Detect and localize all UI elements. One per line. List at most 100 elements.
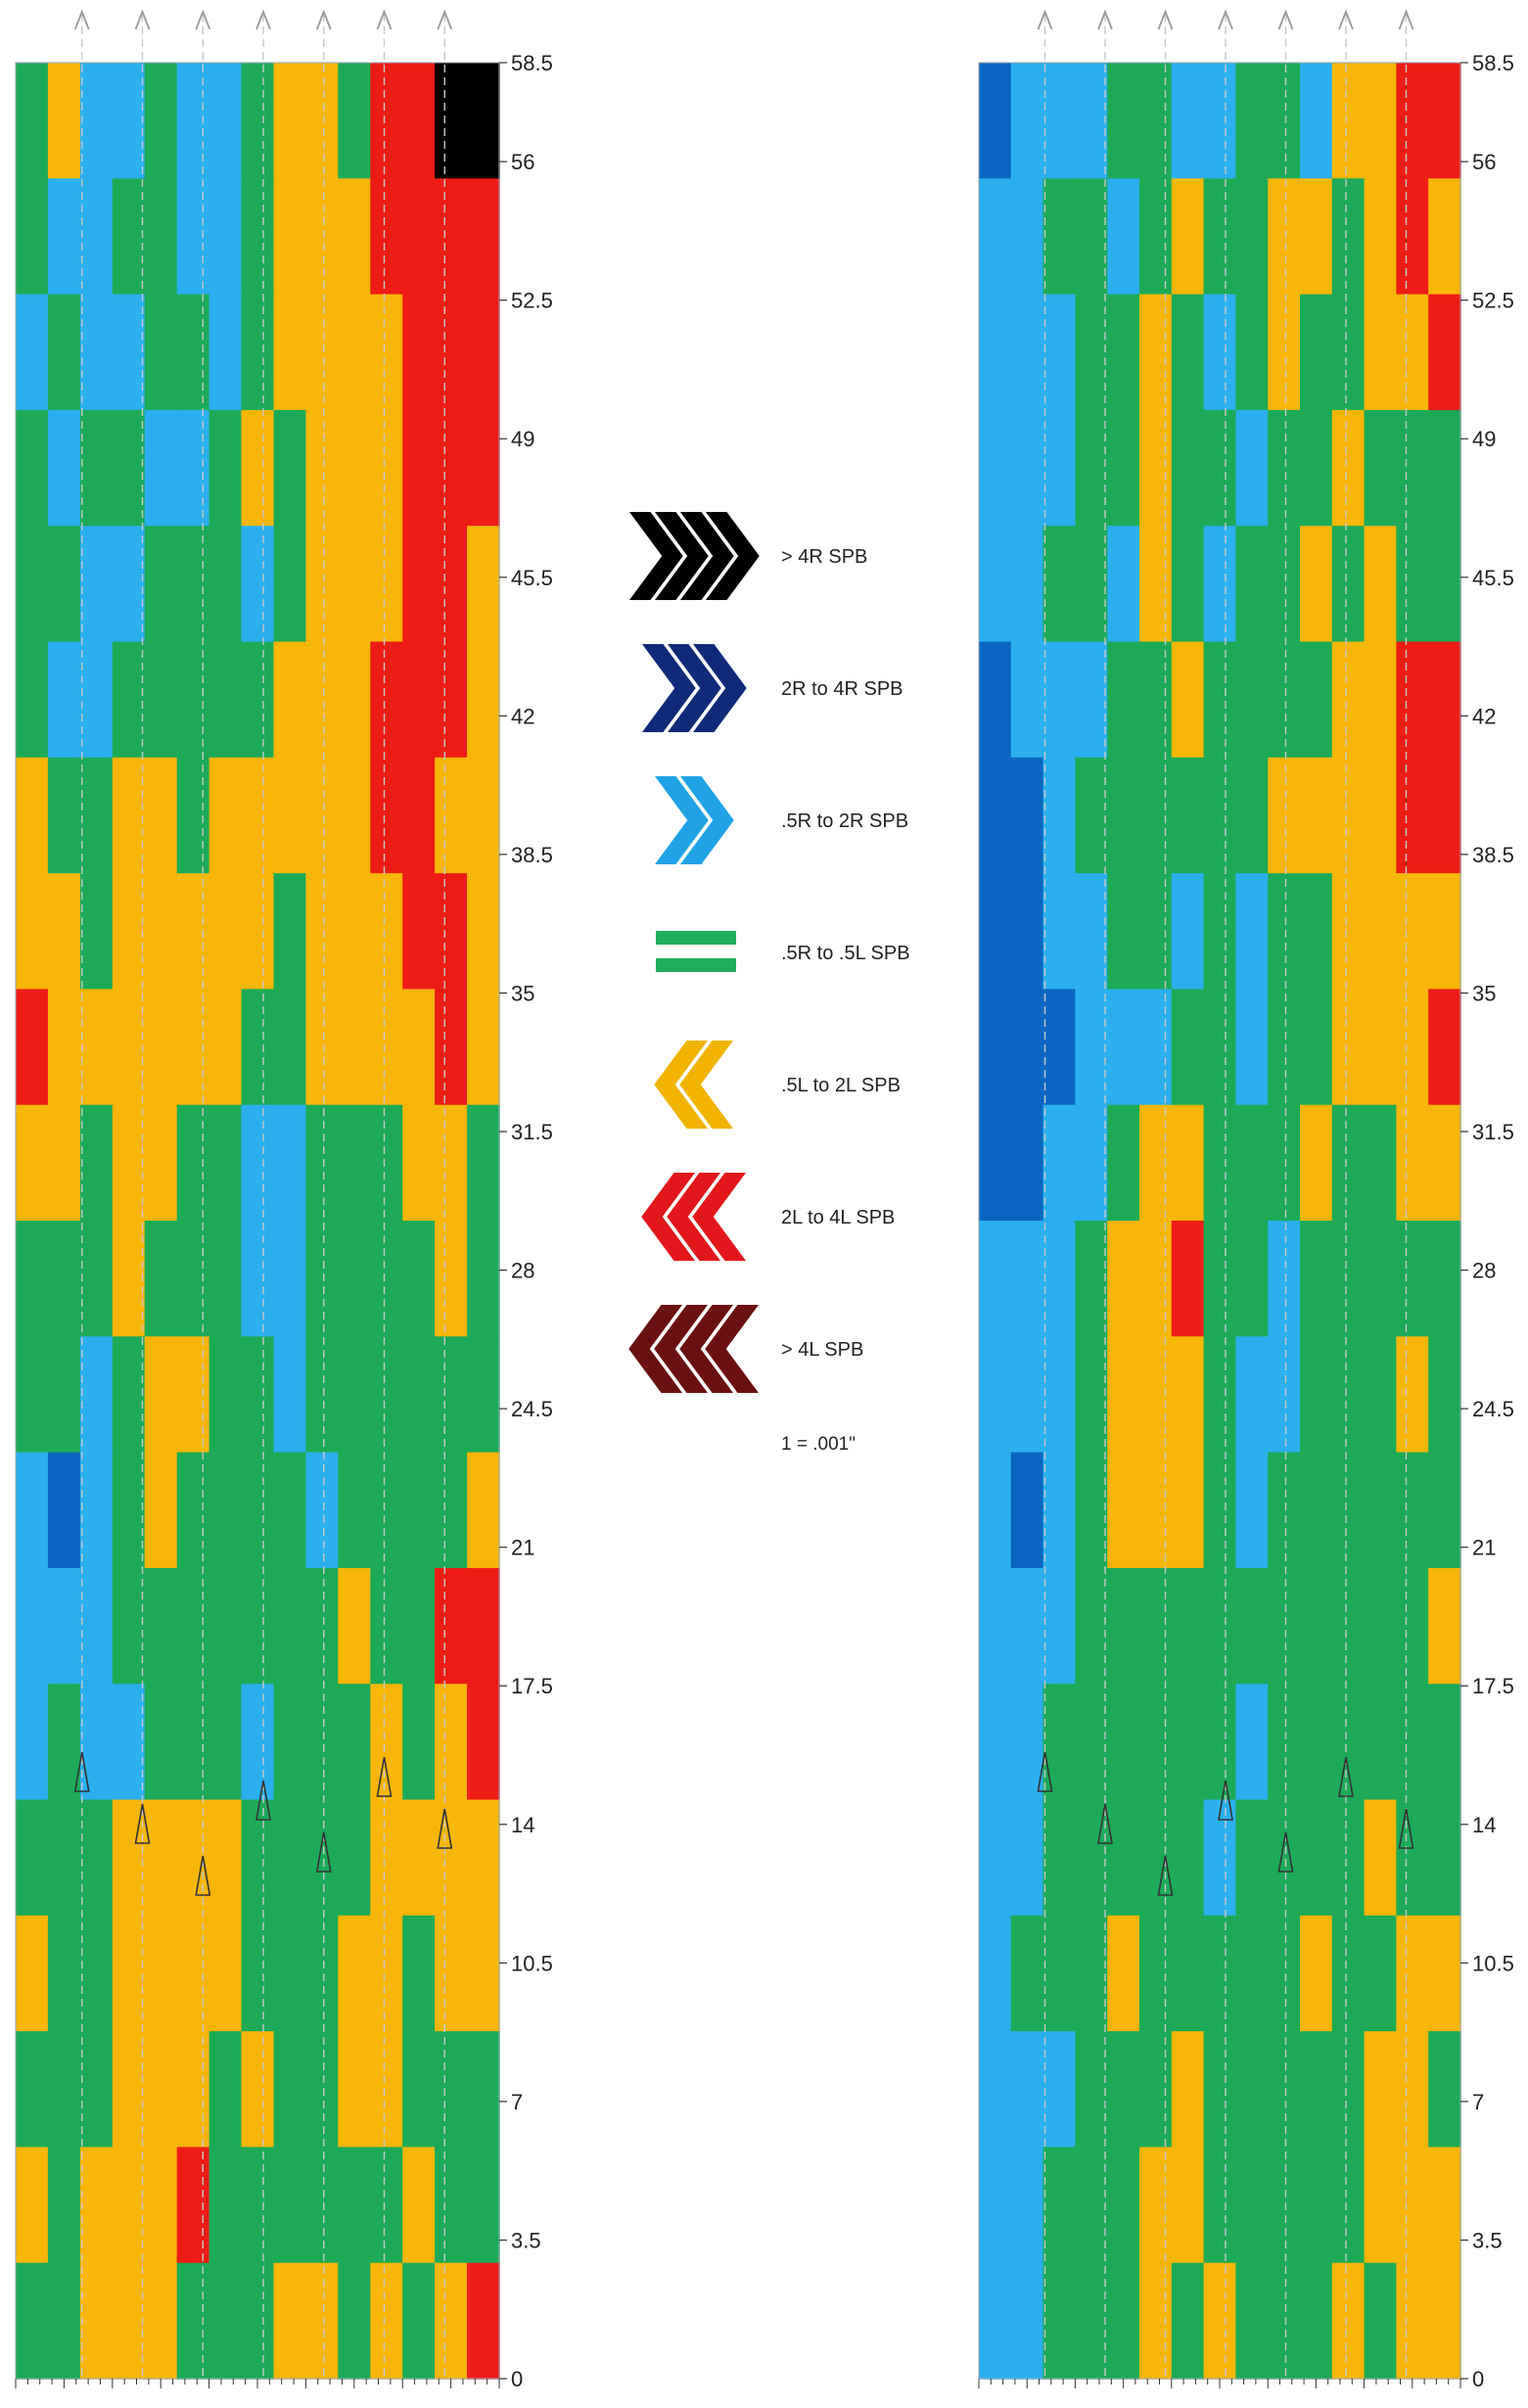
heatmap-cell bbox=[1042, 526, 1077, 643]
heatmap-cell bbox=[1268, 1104, 1301, 1222]
heatmap-cell bbox=[241, 526, 275, 643]
heatmap-cell bbox=[16, 2262, 49, 2380]
heatmap-cell bbox=[1107, 1221, 1140, 1338]
heatmap-cell bbox=[176, 2262, 210, 2380]
heatmap-cell bbox=[1396, 1221, 1429, 1338]
heatmap-cell bbox=[1107, 1684, 1140, 1801]
heatmap-cell bbox=[47, 1915, 81, 2032]
heatmap-cell bbox=[1300, 1915, 1333, 2032]
heatmap-cell bbox=[112, 989, 146, 1106]
heatmap-cell bbox=[1268, 178, 1301, 296]
heatmap-cell bbox=[1300, 409, 1333, 527]
heatmap-cell bbox=[1107, 757, 1140, 874]
heatmap-cell bbox=[1331, 1452, 1366, 1569]
heatmap-cell bbox=[1428, 1452, 1461, 1569]
heatmap-cell bbox=[979, 757, 1012, 874]
heatmap-cell bbox=[79, 1452, 114, 1569]
heatmap-cell bbox=[1042, 2262, 1077, 2380]
heatmap-cell bbox=[402, 294, 436, 411]
heatmap-cell bbox=[273, 2262, 307, 2380]
heatmap-cell bbox=[1300, 641, 1333, 759]
heatmap-cell bbox=[305, 1684, 340, 1801]
heatmap-cell bbox=[79, 873, 114, 991]
heatmap-cell bbox=[435, 63, 468, 180]
heatmap-cell bbox=[402, 2031, 436, 2149]
heatmap-cell bbox=[47, 63, 81, 180]
heatmap-cell bbox=[1235, 2147, 1269, 2264]
heatmap-cell bbox=[16, 1567, 49, 1685]
heatmap-cell bbox=[1171, 1104, 1205, 1222]
heatmap-cell bbox=[144, 294, 178, 411]
y-tick-label: 38.5 bbox=[511, 843, 553, 867]
heatmap-cell bbox=[1075, 873, 1108, 991]
heatmap-cell bbox=[402, 2262, 436, 2380]
heatmap-cell bbox=[402, 526, 436, 643]
heatmap-cell bbox=[144, 2031, 178, 2149]
y-tick-label: 49 bbox=[511, 427, 534, 451]
heatmap-cell bbox=[1042, 989, 1077, 1106]
heatmap-cell bbox=[1364, 873, 1398, 991]
heatmap-cell bbox=[1203, 2147, 1237, 2264]
heatmap-cell bbox=[305, 1104, 340, 1222]
heatmap-cell bbox=[338, 1336, 371, 1454]
y-tick-label: 45.5 bbox=[1472, 566, 1514, 590]
heatmap-cell bbox=[338, 1799, 371, 1917]
heatmap-cell bbox=[979, 178, 1012, 296]
heatmap-cell bbox=[176, 294, 210, 411]
heatmap-cell bbox=[208, 1799, 243, 1917]
heatmap-cell bbox=[1010, 63, 1044, 180]
heatmap-cell bbox=[1042, 1221, 1077, 1338]
heatmap-cell bbox=[1203, 1567, 1237, 1685]
heatmap-cell bbox=[338, 294, 371, 411]
heatmap-cell bbox=[1331, 409, 1366, 527]
heatmap-cell bbox=[273, 1567, 307, 1685]
heatmap-cell bbox=[144, 2262, 178, 2380]
arrow-up-icon bbox=[1097, 9, 1113, 30]
heatmap-cell bbox=[1171, 63, 1205, 180]
heatmap-cell bbox=[1428, 1567, 1461, 1685]
heatmap-cell bbox=[79, 178, 114, 296]
sensor-marker-icon bbox=[1157, 1855, 1174, 1896]
heatmap-cell bbox=[1010, 1915, 1044, 2032]
arrow-up-icon bbox=[134, 9, 151, 30]
heatmap-cell bbox=[1364, 1567, 1398, 1685]
heatmap-cell bbox=[1364, 989, 1398, 1106]
heatmap-cell bbox=[1396, 757, 1429, 874]
heatmap-cell bbox=[144, 641, 178, 759]
legend-item: > 4L SPB bbox=[625, 1303, 863, 1395]
heatmap-cell bbox=[1268, 1915, 1301, 2032]
heatmap-cell bbox=[338, 757, 371, 874]
heatmap-cell bbox=[16, 1452, 49, 1569]
heatmap-cell bbox=[1331, 526, 1366, 643]
heatmap-cell bbox=[305, 294, 340, 411]
heatmap-cell bbox=[1042, 1915, 1077, 2032]
heatmap-cell bbox=[435, 2031, 468, 2149]
heatmap-cell bbox=[1107, 409, 1140, 527]
heatmap-cell bbox=[273, 1684, 307, 1801]
heatmap-cell bbox=[1428, 1104, 1461, 1222]
heatmap-cell bbox=[1396, 1336, 1429, 1454]
heatmap-cell bbox=[1331, 989, 1366, 1106]
heatmap-cell bbox=[1268, 1799, 1301, 1917]
heatmap-cell bbox=[241, 989, 275, 1106]
heatmap-cell bbox=[370, 409, 403, 527]
heatmap-cell bbox=[1139, 1221, 1173, 1338]
heatmap-cell bbox=[435, 757, 468, 874]
heatmap-cell bbox=[1075, 2147, 1108, 2264]
heatmap-cell bbox=[1300, 1799, 1333, 1917]
heatmap-cell bbox=[1300, 526, 1333, 643]
heatmap-cell bbox=[16, 1799, 49, 1917]
heatmap-cell bbox=[1010, 1452, 1044, 1569]
heatmap-cell bbox=[112, 1452, 146, 1569]
heatmap-cell bbox=[1107, 294, 1140, 411]
y-tick-label: 28 bbox=[1472, 1259, 1496, 1283]
heatmap-cell bbox=[208, 526, 243, 643]
heatmap-cell bbox=[1203, 1221, 1237, 1338]
heatmap-cell bbox=[144, 1336, 178, 1454]
heatmap-cell bbox=[1235, 294, 1269, 411]
heatmap-cell bbox=[467, 1915, 500, 2032]
heatmap-cell bbox=[305, 2262, 340, 2380]
heatmap-cell bbox=[47, 1221, 81, 1338]
heatmap-cell bbox=[305, 1452, 340, 1569]
heatmap-cell bbox=[1010, 178, 1044, 296]
